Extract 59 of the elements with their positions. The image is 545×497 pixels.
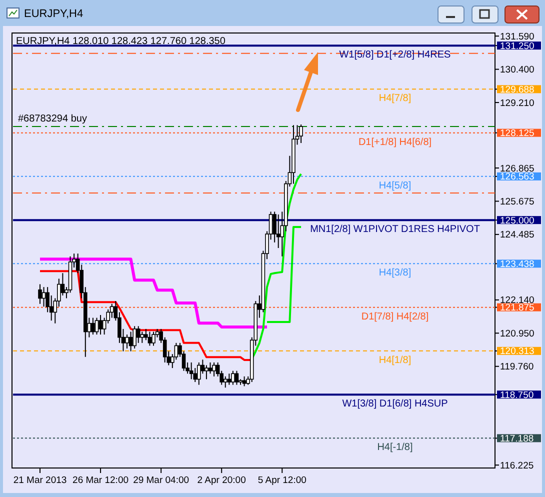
y-tick-label: 120.313 xyxy=(500,346,534,358)
y-tick-label: 116.225 xyxy=(500,460,534,472)
candlestick xyxy=(91,317,95,336)
candlestick xyxy=(223,376,228,388)
candlestick xyxy=(125,334,129,349)
y-tick-label: 125.675 xyxy=(500,196,534,208)
chart-title: EURJPY,H4 xyxy=(24,8,84,20)
y-tick-label: 120.950 xyxy=(500,328,534,340)
ref-line-label: D1[7/8] H4[2/8] xyxy=(361,311,429,322)
line-series xyxy=(38,258,268,328)
y-tick-label: 117.188 xyxy=(500,433,534,444)
y-tick-label: 125.000 xyxy=(500,215,534,226)
candlestick xyxy=(212,362,216,377)
x-tick-label: 29 Mar 04:00 xyxy=(133,475,190,486)
ref-line-label: H4[7/8] xyxy=(378,93,412,104)
x-tick-label: 26 Mar 12:00 xyxy=(72,475,129,486)
candlestick xyxy=(136,326,140,344)
candlestick xyxy=(189,362,194,380)
candlestick xyxy=(204,364,208,380)
y-tick-label: 131.250 xyxy=(500,40,534,52)
y-tick-label: 118.750 xyxy=(500,390,534,401)
candlestick xyxy=(234,370,239,386)
y-tick-label: 123.438 xyxy=(500,258,534,270)
candlestick xyxy=(242,376,246,387)
ref-line-label: H4[1/8] xyxy=(378,354,412,366)
candlestick xyxy=(276,214,280,248)
candlestick xyxy=(38,284,42,304)
x-tick-label: 21 Mar 2013 xyxy=(13,475,67,486)
candlestick xyxy=(197,362,201,386)
candlestick xyxy=(227,373,232,386)
ref-line-label: W1[3/8] D1[6/8] H4SUP xyxy=(342,398,448,410)
y-tick-label: 129.210 xyxy=(500,98,534,109)
ref-line-label: D1[+1/8] H4[6/8] xyxy=(358,136,432,148)
y-tick-label: 129.688 xyxy=(500,84,534,96)
ref-line-label: H4[5/8] xyxy=(378,180,412,192)
candlestick xyxy=(152,331,156,346)
x-tick-label: 5 Apr 12:00 xyxy=(258,475,306,486)
x-tick-label: 2 Apr 20:00 xyxy=(197,475,246,486)
candlestick xyxy=(148,331,152,346)
ref-line-label: W1[5/8] D1[+2/8] H4RES xyxy=(339,50,452,61)
ref-line-label: #68783294 buy xyxy=(18,114,87,125)
y-tick-label: 124.485 xyxy=(500,230,534,241)
ref-line-label: H4[-1/8] xyxy=(377,442,414,454)
candlestick xyxy=(98,314,102,336)
y-tick-label: 119.760 xyxy=(500,362,534,373)
candlestick xyxy=(208,362,212,374)
y-tick-label: 130.400 xyxy=(500,64,534,76)
y-tick-label: 126.563 xyxy=(500,172,534,183)
candlestick xyxy=(299,124,303,144)
candlestick xyxy=(132,326,136,349)
ref-line-label: H4[3/8] xyxy=(378,268,412,279)
y-tick-label: 128.125 xyxy=(500,128,534,140)
candlestick xyxy=(231,370,235,386)
y-tick-label: 131.590 xyxy=(500,31,534,42)
candlestick xyxy=(128,331,133,352)
chart-subtitle: EURJPY,H4 128.010 128.423 127.760 128.350 xyxy=(16,36,226,47)
ref-line-label: MN1[2/8] W1PIVOT D1RES H4PIVOT xyxy=(310,224,480,236)
candlestick xyxy=(94,317,99,336)
candlestick xyxy=(140,331,144,344)
